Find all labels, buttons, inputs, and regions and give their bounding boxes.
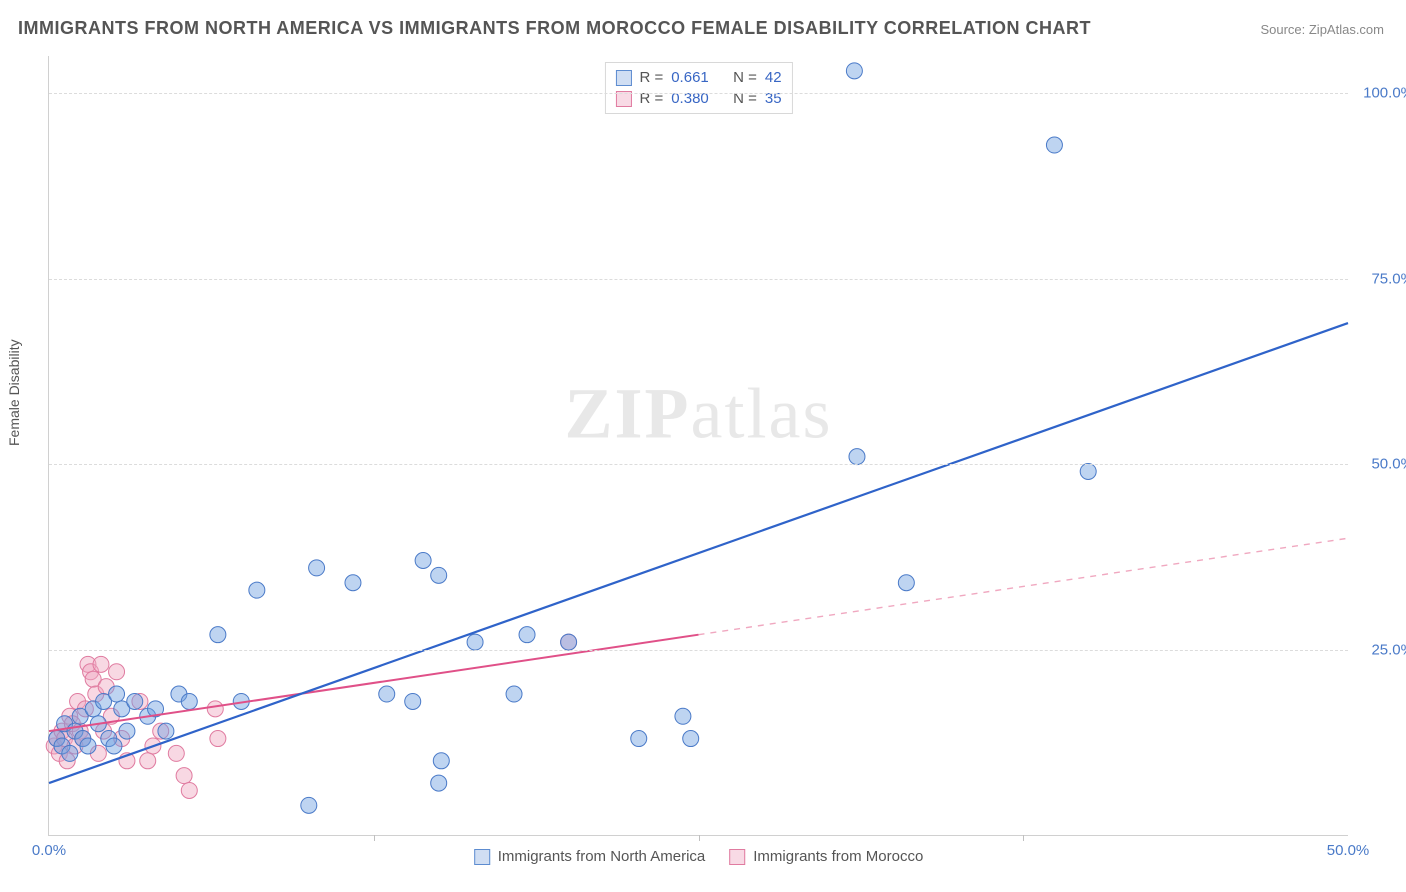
legend-series: Immigrants from North America Immigrants… (474, 848, 924, 865)
data-point (683, 731, 699, 747)
data-point (127, 693, 143, 709)
data-point (1080, 463, 1096, 479)
data-point (506, 686, 522, 702)
data-point (345, 575, 361, 591)
data-point (109, 664, 125, 680)
plot-area: ZIPatlas R = 0.661 N = 42 R = 0.380 N = … (48, 56, 1348, 836)
data-point (181, 782, 197, 798)
data-point (207, 701, 223, 717)
data-point (301, 797, 317, 813)
grid-line (49, 650, 1348, 651)
data-point (849, 449, 865, 465)
source-attribution: Source: ZipAtlas.com (1260, 22, 1384, 37)
data-point (62, 745, 78, 761)
data-point (93, 656, 109, 672)
data-point (210, 627, 226, 643)
data-point (1046, 137, 1062, 153)
y-tick-label: 75.0% (1371, 270, 1406, 287)
data-point (519, 627, 535, 643)
source-name: ZipAtlas.com (1309, 22, 1384, 37)
data-point (405, 693, 421, 709)
data-point (415, 552, 431, 568)
data-point (379, 686, 395, 702)
x-tick-mark (699, 835, 700, 841)
x-tick-label: 50.0% (1327, 842, 1370, 859)
chart-title: IMMIGRANTS FROM NORTH AMERICA VS IMMIGRA… (18, 18, 1091, 39)
data-point (249, 582, 265, 598)
y-axis-label: Female Disability (6, 339, 22, 446)
data-point (181, 693, 197, 709)
x-tick-mark (374, 835, 375, 841)
data-point (467, 634, 483, 650)
data-point (431, 775, 447, 791)
data-point (675, 708, 691, 724)
legend-item-1: Immigrants from Morocco (729, 848, 923, 865)
y-tick-label: 25.0% (1371, 641, 1406, 658)
data-point (119, 723, 135, 739)
data-point (210, 731, 226, 747)
y-tick-label: 100.0% (1363, 85, 1406, 102)
grid-line (49, 93, 1348, 94)
legend-label-1: Immigrants from Morocco (753, 848, 923, 865)
legend-swatch-pink (729, 849, 745, 865)
x-tick-mark (1023, 835, 1024, 841)
legend-item-0: Immigrants from North America (474, 848, 706, 865)
source-label: Source: (1260, 22, 1308, 37)
data-point (168, 745, 184, 761)
data-point (140, 753, 156, 769)
y-tick-label: 50.0% (1371, 456, 1406, 473)
grid-line (49, 279, 1348, 280)
grid-line (49, 464, 1348, 465)
trend-line (49, 323, 1348, 783)
data-point (176, 768, 192, 784)
chart-svg (49, 56, 1348, 835)
data-point (631, 731, 647, 747)
data-point (846, 63, 862, 79)
data-point (158, 723, 174, 739)
trend-line (699, 538, 1349, 634)
data-point (561, 634, 577, 650)
legend-label-0: Immigrants from North America (498, 848, 706, 865)
data-point (80, 738, 96, 754)
data-point (431, 567, 447, 583)
legend-swatch-blue (474, 849, 490, 865)
data-point (433, 753, 449, 769)
data-point (309, 560, 325, 576)
data-point (898, 575, 914, 591)
data-point (106, 738, 122, 754)
data-point (109, 686, 125, 702)
x-tick-label: 0.0% (32, 842, 66, 859)
